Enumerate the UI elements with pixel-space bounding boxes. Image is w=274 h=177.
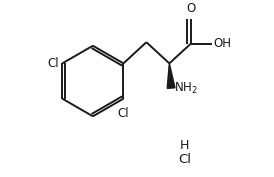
Text: OH: OH (213, 38, 232, 50)
Text: NH$_2$: NH$_2$ (174, 81, 198, 96)
Text: Cl: Cl (118, 107, 129, 121)
Text: H: H (180, 139, 189, 152)
Text: Cl: Cl (47, 57, 59, 70)
Text: Cl: Cl (178, 153, 191, 166)
Text: O: O (186, 2, 195, 15)
Polygon shape (167, 63, 175, 88)
